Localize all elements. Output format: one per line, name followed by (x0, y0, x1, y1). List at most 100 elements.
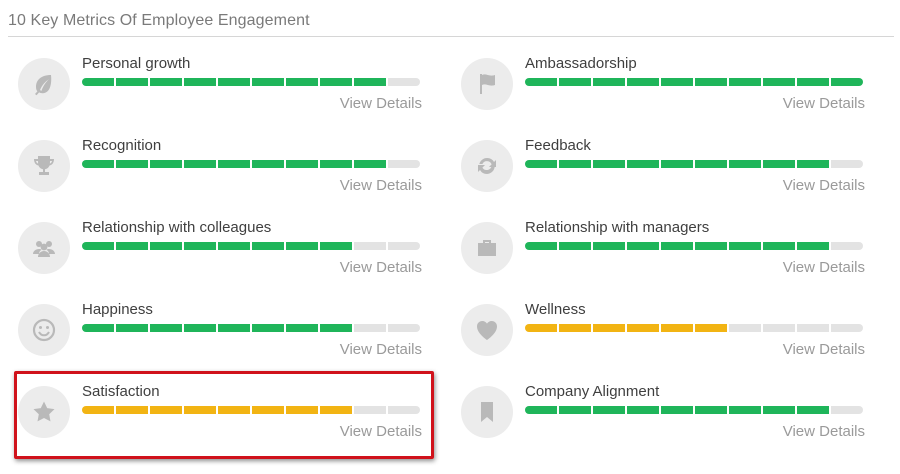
progress-segment (525, 242, 557, 250)
bookmark-icon (461, 386, 513, 438)
page-title: 10 Key Metrics Of Employee Engagement (8, 12, 310, 29)
progress-segment (150, 242, 182, 250)
metric-label: Wellness (525, 301, 586, 318)
metric-label: Company Alignment (525, 383, 660, 400)
view-details-link[interactable]: View Details (339, 177, 422, 194)
progress-segment (729, 324, 761, 332)
metric-progress-bar (82, 160, 420, 168)
progress-segment (218, 406, 250, 414)
progress-segment (695, 160, 727, 168)
progress-segment (184, 324, 216, 332)
progress-segment (354, 78, 386, 86)
progress-segment (320, 160, 352, 168)
view-details-link[interactable]: View Details (339, 341, 422, 358)
progress-segment (286, 160, 318, 168)
metric-label: Ambassadorship (525, 55, 637, 72)
progress-segment (593, 242, 625, 250)
progress-segment (831, 324, 863, 332)
progress-segment (695, 242, 727, 250)
progress-segment (797, 160, 829, 168)
progress-segment (150, 160, 182, 168)
metric-progress-bar (525, 160, 863, 168)
progress-segment (661, 406, 693, 414)
progress-segment (763, 242, 795, 250)
progress-segment (525, 78, 557, 86)
title-divider (8, 36, 894, 37)
progress-segment (559, 78, 591, 86)
progress-segment (763, 78, 795, 86)
metric-card-feedback: Feedback View Details (456, 135, 866, 207)
group-icon (18, 222, 70, 274)
metric-progress-bar (525, 406, 863, 414)
view-details-link[interactable]: View Details (782, 259, 865, 276)
progress-segment (593, 324, 625, 332)
progress-segment (729, 406, 761, 414)
view-details-link[interactable]: View Details (782, 95, 865, 112)
metric-progress-bar (525, 324, 863, 332)
metric-progress-bar (82, 406, 420, 414)
progress-segment (388, 242, 420, 250)
progress-segment (763, 160, 795, 168)
progress-segment (354, 324, 386, 332)
progress-segment (695, 78, 727, 86)
progress-segment (559, 406, 591, 414)
metric-card-relationship-with-colleagues: Relationship with colleagues View Details (13, 217, 423, 289)
progress-segment (661, 242, 693, 250)
progress-segment (559, 324, 591, 332)
metric-card-recognition: Recognition View Details (13, 135, 423, 207)
metric-progress-bar (525, 242, 863, 250)
progress-segment (763, 324, 795, 332)
metric-progress-bar (82, 242, 420, 250)
heart-icon (461, 304, 513, 356)
progress-segment (559, 242, 591, 250)
metric-label: Feedback (525, 137, 591, 154)
view-details-link[interactable]: View Details (782, 177, 865, 194)
progress-segment (354, 242, 386, 250)
metric-progress-bar (525, 78, 863, 86)
metric-label: Satisfaction (82, 383, 160, 400)
progress-segment (388, 406, 420, 414)
progress-segment (82, 324, 114, 332)
progress-segment (388, 160, 420, 168)
metric-progress-bar (82, 78, 420, 86)
metric-card-relationship-with-managers: Relationship with managers View Details (456, 217, 866, 289)
progress-segment (320, 78, 352, 86)
progress-segment (661, 78, 693, 86)
progress-segment (661, 324, 693, 332)
progress-segment (627, 160, 659, 168)
progress-segment (286, 78, 318, 86)
progress-segment (525, 406, 557, 414)
view-details-link[interactable]: View Details (782, 423, 865, 440)
smiley-icon (18, 304, 70, 356)
view-details-link[interactable]: View Details (782, 341, 865, 358)
progress-segment (82, 78, 114, 86)
progress-segment (252, 78, 284, 86)
view-details-link[interactable]: View Details (339, 259, 422, 276)
progress-segment (627, 324, 659, 332)
progress-segment (150, 78, 182, 86)
view-details-link[interactable]: View Details (339, 95, 422, 112)
progress-segment (525, 324, 557, 332)
metric-card-personal-growth: Personal growth View Details (13, 53, 423, 125)
progress-segment (831, 406, 863, 414)
progress-segment (559, 160, 591, 168)
progress-segment (354, 160, 386, 168)
progress-segment (116, 242, 148, 250)
progress-segment (797, 406, 829, 414)
metric-card-satisfaction: Satisfaction View Details (13, 381, 423, 453)
progress-segment (184, 160, 216, 168)
progress-segment (116, 324, 148, 332)
progress-segment (763, 406, 795, 414)
progress-segment (729, 78, 761, 86)
progress-segment (116, 160, 148, 168)
progress-segment (729, 242, 761, 250)
metric-label: Relationship with colleagues (82, 219, 272, 236)
view-details-link[interactable]: View Details (339, 423, 422, 440)
progress-segment (286, 242, 318, 250)
progress-segment (82, 160, 114, 168)
progress-segment (82, 242, 114, 250)
progress-segment (252, 406, 284, 414)
progress-segment (797, 242, 829, 250)
progress-segment (593, 406, 625, 414)
flag-icon (461, 58, 513, 110)
